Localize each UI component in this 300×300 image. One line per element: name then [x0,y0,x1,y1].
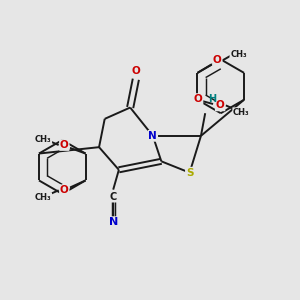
Text: CH₃: CH₃ [230,50,247,59]
Text: O: O [213,55,222,65]
Text: O: O [194,94,203,104]
Text: S: S [186,168,194,178]
Text: O: O [60,185,69,195]
Text: H: H [208,94,216,104]
Text: CH₃: CH₃ [35,193,51,202]
Text: O: O [216,100,224,110]
Text: CH₃: CH₃ [35,135,51,144]
Text: C: C [110,192,117,202]
Text: O: O [131,66,140,76]
Text: CH₃: CH₃ [233,108,250,117]
Text: O: O [60,140,69,150]
Text: N: N [109,217,118,227]
Text: N: N [148,131,157,141]
